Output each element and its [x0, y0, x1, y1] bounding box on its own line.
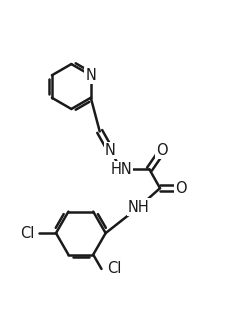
Text: O: O — [157, 143, 168, 158]
Text: O: O — [175, 181, 187, 196]
Text: NH: NH — [128, 200, 150, 214]
Text: N: N — [105, 143, 116, 158]
Text: Cl: Cl — [20, 226, 35, 241]
Text: Cl: Cl — [107, 261, 122, 277]
Text: N: N — [85, 68, 96, 83]
Text: HN: HN — [110, 162, 132, 177]
